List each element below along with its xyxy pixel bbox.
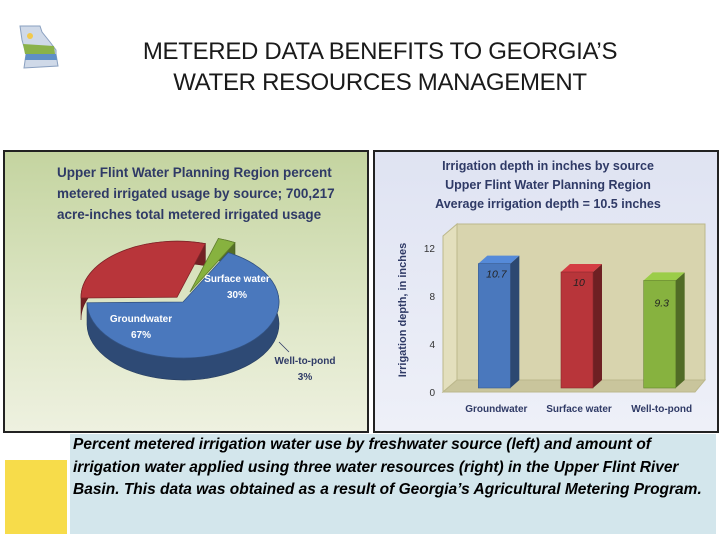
accent-block <box>5 460 67 534</box>
bar-chart-panel: Irrigation depth in inches by source Upp… <box>373 150 719 433</box>
pie-value-label: 3% <box>298 372 313 383</box>
pie-leader-line <box>278 341 290 353</box>
x-category-label: Well-to-pond <box>631 404 692 415</box>
y-tick-label: 8 <box>429 292 435 303</box>
bar-top <box>643 272 685 281</box>
slide-title: METERED DATA BENEFITS TO GEORGIA’S WATER… <box>70 36 690 98</box>
pie-title-line: acre-inches total metered irrigated usag… <box>57 207 322 222</box>
pie-chart-title: Upper Flint Water Planning Region percen… <box>57 162 357 225</box>
slide-title-line2: WATER RESOURCES MANAGEMENT <box>173 69 587 96</box>
y-tick-label: 0 <box>429 388 435 399</box>
bar-side <box>593 264 602 388</box>
bar-title-line: Average irrigation depth = 10.5 inches <box>435 197 661 211</box>
y-axis-label: Irrigation depth, in inches <box>397 243 409 377</box>
bar-value-label: 9.3 <box>654 297 669 309</box>
bar-chart-side-wall <box>442 222 458 394</box>
georgia-logo <box>19 25 59 69</box>
pie-label: Groundwater <box>110 314 172 325</box>
pie-chart: Groundwater 67% Surface water 30% Well-to-po… <box>80 238 336 383</box>
pie-chart-panel: Upper Flint Water Planning Region percen… <box>3 150 369 433</box>
bar-well-to-pond <box>643 280 676 389</box>
pie-label: Surface water <box>204 274 270 285</box>
pie-slice-well-to-pond <box>189 238 236 293</box>
bar-chart-title: Irrigation depth in inches by source Upp… <box>375 157 717 214</box>
pie-label: Well-to-pond <box>275 356 336 367</box>
caption-box: Percent metered irrigation water use by … <box>70 434 716 534</box>
x-category-label: Surface water <box>546 404 612 415</box>
y-tick-label: 12 <box>424 244 436 255</box>
pie-title-line: Upper Flint Water Planning Region percen… <box>57 165 332 180</box>
bar-title-line: Upper Flint Water Planning Region <box>445 178 651 192</box>
bar-top <box>478 255 520 264</box>
bar-value-label: 10 <box>573 277 585 289</box>
pie-slice-surface-water <box>80 240 207 299</box>
bar-surface-water <box>560 271 594 389</box>
bar-chart: 0 4 8 12 Irrigation depth, in inches 10.7 Grou… <box>397 222 707 415</box>
y-tick-label: 4 <box>429 340 435 351</box>
x-category-label: Groundwater <box>465 404 527 415</box>
bar-side <box>675 272 685 388</box>
bar-groundwater <box>478 263 511 389</box>
pie-value-label: 67% <box>131 330 151 341</box>
bar-title-line: Irrigation depth in inches by source <box>442 159 654 173</box>
bar-side <box>510 255 520 388</box>
caption-text: Percent metered irrigation water use by … <box>73 436 702 498</box>
pie-value-label: 30% <box>227 290 247 301</box>
slide-title-line1: METERED DATA BENEFITS TO GEORGIA’S <box>142 38 618 65</box>
pie-slice-groundwater <box>86 252 280 359</box>
bar-value-label: 10.7 <box>486 269 508 281</box>
bar-top <box>561 264 602 272</box>
pie-title-line: metered irrigated usage by source; 700,2… <box>57 186 335 201</box>
